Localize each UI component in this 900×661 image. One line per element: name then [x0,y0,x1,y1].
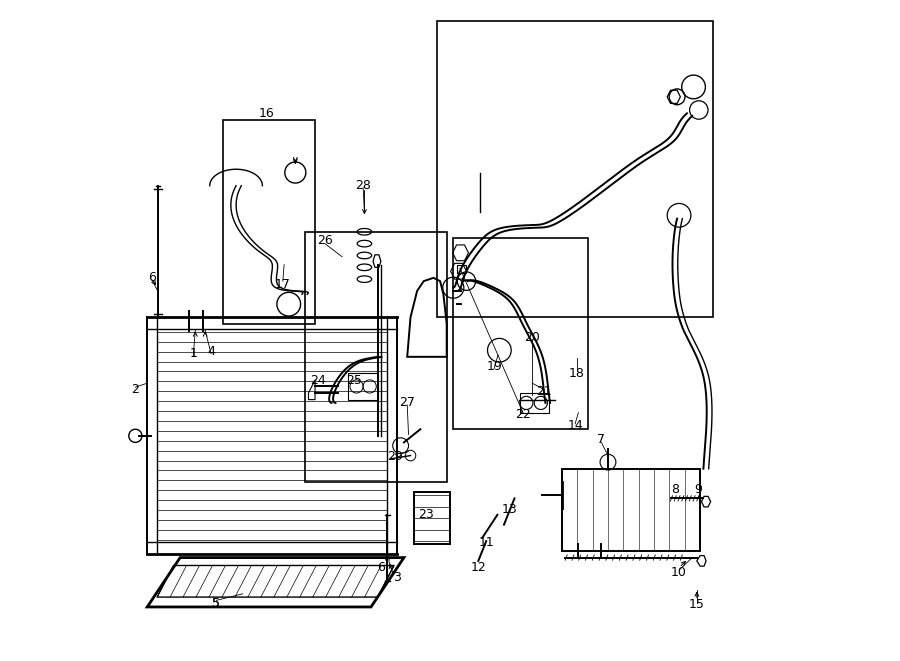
Text: 23: 23 [418,508,434,522]
Text: 22: 22 [515,408,531,421]
Text: 6: 6 [148,272,156,284]
Text: 18: 18 [569,367,585,380]
Text: 7: 7 [598,432,606,446]
Text: 3: 3 [393,571,401,584]
Text: 9: 9 [694,483,702,496]
Text: 4: 4 [207,345,215,358]
Text: 26: 26 [317,235,333,247]
Text: 14: 14 [567,420,583,432]
Text: 13: 13 [502,503,518,516]
Text: 19: 19 [486,360,502,373]
Text: 25: 25 [346,374,363,387]
Text: 29: 29 [388,450,403,463]
Text: 2: 2 [131,383,140,396]
Text: 5: 5 [212,597,220,610]
Text: 10: 10 [671,566,687,579]
Text: 16: 16 [259,107,274,120]
Text: 8: 8 [671,483,680,496]
Text: 24: 24 [310,374,326,387]
Text: 11: 11 [478,536,494,549]
Text: 20: 20 [525,330,540,344]
Text: 12: 12 [471,561,486,574]
Text: 21: 21 [536,385,552,398]
Text: 28: 28 [356,179,371,192]
Text: 15: 15 [688,598,705,611]
Text: 27: 27 [400,397,415,409]
Text: 17: 17 [274,278,291,291]
Text: 5: 5 [212,597,220,610]
Text: 1: 1 [189,347,197,360]
Text: 6: 6 [377,561,385,574]
